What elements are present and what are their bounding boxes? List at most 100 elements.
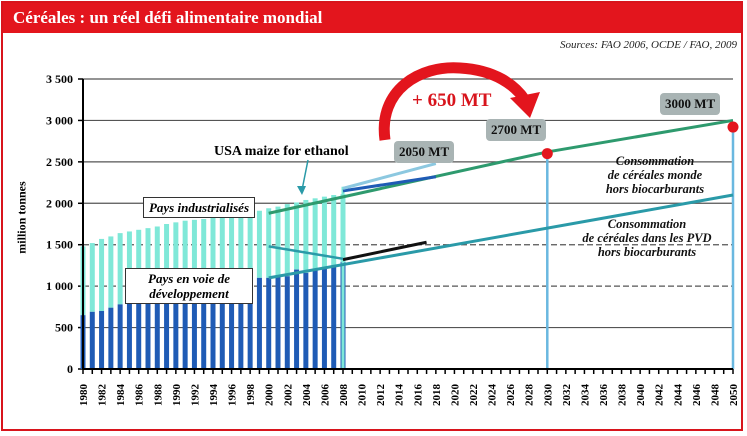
usa-maize-arrowhead-icon bbox=[297, 186, 306, 195]
x-tick-label: 2002 bbox=[282, 384, 294, 407]
bar-pvd bbox=[99, 311, 105, 369]
bar-industrialises bbox=[247, 211, 253, 280]
bar-pvd bbox=[294, 269, 300, 369]
x-tick-label: 1982 bbox=[97, 384, 109, 407]
x-tick-label: 2030 bbox=[542, 384, 554, 407]
bar-pvd bbox=[275, 276, 281, 369]
x-tick-label: 2036 bbox=[598, 384, 610, 407]
bar-pvd bbox=[173, 294, 179, 369]
bar-industrialises bbox=[173, 222, 179, 295]
note-monde: Consommation de céréales monde hors bioc… bbox=[575, 154, 735, 196]
bar-pvd bbox=[108, 307, 114, 369]
x-tick-label: 1996 bbox=[227, 384, 239, 407]
x-tick-label: 2038 bbox=[617, 384, 629, 407]
x-tick-label: 2000 bbox=[264, 384, 276, 407]
chart-frame: Céréales : un réel défi alimentaire mond… bbox=[1, 1, 743, 431]
y-tick-label: 3 500 bbox=[46, 72, 73, 86]
bar-industrialises bbox=[117, 233, 123, 305]
sources: Sources: FAO 2006, OCDE / FAO, 2009 bbox=[559, 39, 737, 51]
increase-arrowhead-icon bbox=[510, 92, 540, 118]
bar-pvd bbox=[201, 289, 207, 369]
bar-industrialises bbox=[201, 219, 207, 290]
label-pvd: Pays en voie de développement bbox=[125, 268, 253, 304]
x-tick-label: 2042 bbox=[654, 384, 666, 407]
bar-industrialises bbox=[89, 243, 95, 312]
note-pvd-line: de céréales dans les PVD bbox=[582, 231, 712, 245]
bar-pvd bbox=[266, 277, 272, 369]
note-pvd-line: hors biocarburants bbox=[597, 245, 697, 259]
bar-industrialises bbox=[108, 236, 114, 308]
bar-industrialises bbox=[191, 219, 197, 292]
label-2050-mt: 2050 MT bbox=[394, 141, 455, 163]
annotation-increase: + 650 MT bbox=[412, 90, 492, 111]
series-line bbox=[268, 193, 734, 280]
x-tick-label: 2006 bbox=[319, 384, 331, 407]
x-tick-label: 1980 bbox=[78, 384, 90, 407]
bar-industrialises bbox=[126, 231, 132, 303]
bar-pvd bbox=[126, 302, 132, 369]
x-tick-label: 1998 bbox=[245, 384, 257, 407]
x-tick-label: 1984 bbox=[115, 384, 127, 407]
bar-industrialises bbox=[99, 238, 105, 311]
bar-industrialises bbox=[164, 224, 170, 297]
x-tick-label: 2034 bbox=[579, 384, 591, 407]
y-tick-label: 2 500 bbox=[46, 155, 73, 169]
y-tick-label: 2 000 bbox=[46, 196, 73, 210]
marker-dot bbox=[727, 121, 739, 133]
bar-pvd bbox=[219, 286, 225, 369]
bar-industrialises bbox=[182, 220, 188, 293]
bar-pvd bbox=[229, 283, 235, 369]
bar-industrialises bbox=[294, 202, 300, 270]
pvd-history-line bbox=[268, 245, 344, 261]
x-tick-label: 2012 bbox=[375, 384, 387, 407]
bar-pvd bbox=[256, 277, 262, 369]
note-pvd-line: Consommation bbox=[607, 217, 687, 231]
bar-pvd bbox=[136, 300, 142, 369]
bar-industrialises bbox=[303, 199, 309, 273]
bar-pvd bbox=[331, 266, 337, 369]
x-tick-label: 2014 bbox=[394, 384, 406, 407]
bar-pvd bbox=[117, 304, 123, 369]
note-monde-line: Consommation bbox=[615, 154, 695, 168]
bar-industrialises bbox=[331, 195, 337, 267]
bar-industrialises bbox=[145, 228, 151, 299]
x-tick-label: 2040 bbox=[635, 384, 647, 407]
x-tick-label: 1990 bbox=[171, 384, 183, 407]
series-line bbox=[342, 162, 437, 190]
note-monde-line: hors biocarburants bbox=[605, 182, 705, 196]
bar-industrialises bbox=[284, 204, 290, 277]
x-tick-label: 2020 bbox=[449, 384, 461, 407]
bar-pvd bbox=[89, 311, 95, 369]
x-tick-label: 2048 bbox=[709, 384, 721, 407]
bar-pvd bbox=[312, 270, 318, 369]
bar-pvd bbox=[164, 296, 170, 369]
bar-pvd bbox=[303, 272, 309, 369]
annotation-usa-maize: USA maize for ethanol bbox=[214, 144, 349, 159]
x-tick-label: 2046 bbox=[691, 384, 703, 407]
usa-maize-pointer bbox=[301, 159, 309, 191]
y-tick-label: 1 000 bbox=[46, 279, 73, 293]
y-tick-label: 0 bbox=[67, 362, 73, 376]
bar-pvd bbox=[210, 287, 216, 369]
bar-pvd bbox=[238, 281, 244, 369]
bar-industrialises bbox=[219, 215, 225, 287]
x-tick-label: 1988 bbox=[152, 384, 164, 407]
series-line bbox=[342, 175, 437, 193]
x-tick-label: 2026 bbox=[505, 384, 517, 407]
y-tick-label: 3 000 bbox=[46, 113, 73, 127]
chart-title: Céréales : un réel défi alimentaire mond… bbox=[3, 3, 741, 33]
x-tick-label: 2044 bbox=[672, 384, 684, 407]
bar-industrialises bbox=[238, 212, 244, 282]
x-tick-label: 1992 bbox=[189, 384, 201, 407]
x-tick-label: 2004 bbox=[301, 384, 313, 407]
bar-pvd bbox=[191, 291, 197, 369]
bar-pvd bbox=[182, 292, 188, 369]
x-tick-label: 2028 bbox=[524, 384, 536, 407]
x-tick-label: 2022 bbox=[468, 384, 480, 407]
marker-dot bbox=[541, 148, 553, 160]
bar-industrialises bbox=[210, 217, 216, 288]
bar-industrialises bbox=[275, 206, 281, 277]
x-tick-label: 2008 bbox=[338, 384, 350, 407]
bar-pvd bbox=[154, 297, 160, 369]
x-tick-label: 2050 bbox=[728, 384, 740, 407]
